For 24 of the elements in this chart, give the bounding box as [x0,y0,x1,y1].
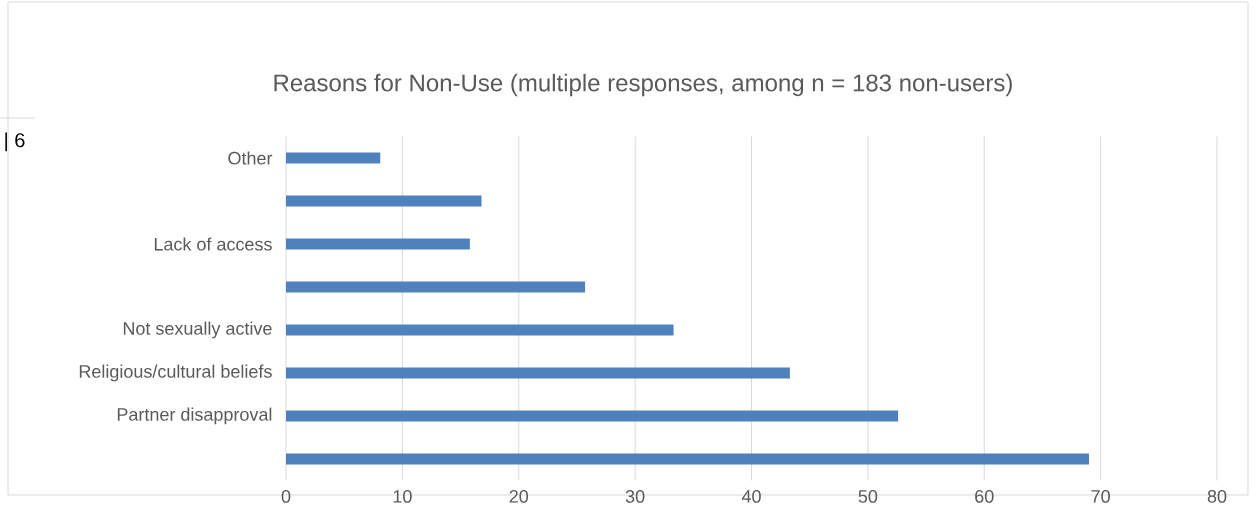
x-tick-label: 70 [1091,490,1110,503]
x-tick-label: 60 [975,490,994,503]
x-tick-label: 20 [509,490,529,503]
bar [286,195,482,207]
bar [286,238,470,250]
y-tick-label: Religious/cultural beliefs [79,364,272,382]
x-tick-label: 10 [393,490,412,503]
bar [286,152,381,164]
y-tick-label: Partner disapproval [117,407,272,425]
x-tick-label: 50 [858,490,878,503]
text: | 6 [5,132,25,152]
bar [286,453,1089,465]
x-tick-label: 0 [281,490,291,503]
bar [286,324,674,336]
x-tick-label: 30 [625,490,645,503]
bar [286,281,586,293]
x-tick-label: 40 [741,490,761,503]
y-tick-label: Other [228,151,273,165]
x-tick-label: 80 [1207,490,1227,503]
y-tick-label: Lack of access [154,237,272,251]
bar [286,367,790,379]
bar [286,410,899,422]
chart-title: Reasons for Non-Use (multiple responses, among n = 183 non-users) [274,73,1012,97]
y-tick-label: Not sexually active [123,321,272,339]
